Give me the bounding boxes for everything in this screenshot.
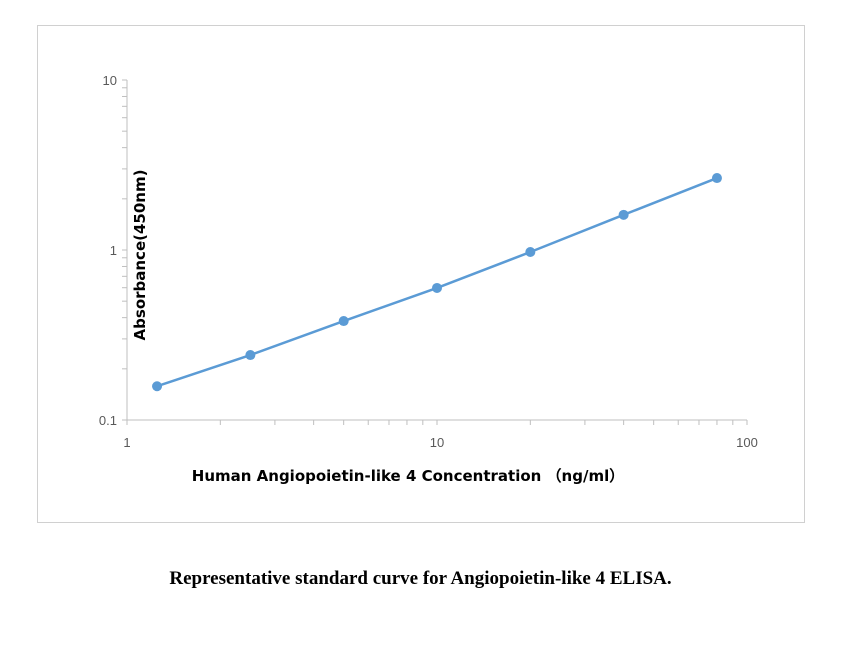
data-point [338,316,349,327]
x-axis-label: Human Angiopoietin-like 4 Concentration … [192,467,624,485]
data-point [152,381,163,392]
y-tick-label: 0.1 [99,413,117,428]
data-point [711,173,722,184]
y-tick-label: 1 [110,243,117,258]
chart-frame [37,25,805,523]
data-point [245,350,256,361]
y-tick-label: 10 [103,73,117,88]
series-line [156,176,718,388]
x-tick-label: 1 [123,435,130,450]
x-tick-label: 100 [736,435,758,450]
data-point [525,247,536,258]
x-tick-label: 10 [430,435,444,450]
y-axis-label: Absorbance(450nm) [131,170,149,341]
data-point [432,282,442,293]
data-point [618,209,629,220]
figure-caption: Representative standard curve for Angiop… [169,568,672,589]
